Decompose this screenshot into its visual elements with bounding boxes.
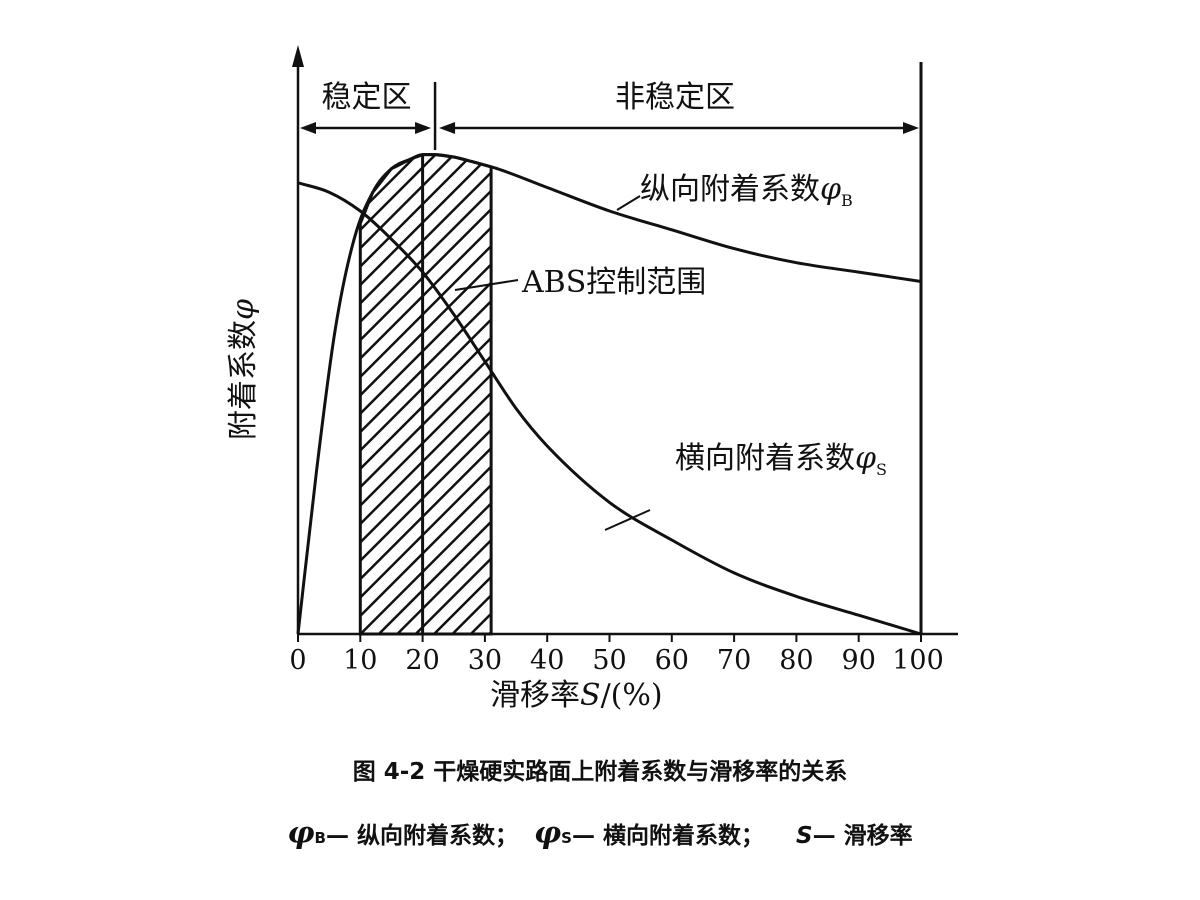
x-tick-label: 70 — [717, 645, 751, 676]
lateral-leader-line — [604, 509, 651, 531]
region-arrow-left — [439, 122, 456, 134]
x-tick-label: 50 — [592, 645, 626, 676]
abs-band-label: ABS控制范围 — [521, 265, 706, 300]
legend-s-text: — 横向附着系数； — [571, 823, 764, 849]
region-arrow-right — [903, 122, 919, 134]
region-arrow-right — [415, 122, 432, 134]
stable-region-label: 稳定区 — [322, 80, 412, 115]
longitudinal-leader-line — [616, 195, 641, 211]
lateral-adhesion-curve — [297, 181, 922, 636]
x-tick-label: 20 — [405, 645, 439, 676]
y-axis-arrow — [292, 45, 304, 67]
lateral-curve-label: 横向附着系数φS — [675, 441, 887, 479]
x-axis-title: 滑移率S/(%) — [490, 678, 663, 713]
legend-slip-text: — 滑移率 — [812, 823, 913, 849]
legend-b-text: — 纵向附着系数； — [325, 823, 518, 849]
longitudinal-adhesion-curve — [296, 153, 922, 635]
legend-phi-b: φ — [287, 816, 315, 851]
legend-slip-var: S — [796, 823, 813, 849]
longitudinal-curve-label: 纵向附着系数φB — [640, 172, 853, 210]
x-tick-label: 0 — [289, 645, 306, 676]
symbol-legend: φB— 纵向附着系数； φS— 横向附着系数； S— 滑移率 — [0, 816, 1200, 851]
legend-s-subscript: S — [561, 829, 572, 847]
x-tick-label: 100 — [892, 645, 944, 676]
region-arrow-left — [300, 122, 316, 134]
x-tick-label: 80 — [779, 645, 813, 676]
legend-b-subscript: B — [314, 829, 326, 847]
figure-caption: 图 4-2 干燥硬实路面上附着系数与滑移率的关系 — [352, 759, 848, 785]
x-tick-label: 40 — [530, 645, 564, 676]
abs-leader-line — [454, 279, 519, 291]
unstable-region-label: 非稳定区 — [615, 80, 735, 115]
legend-phi-s: φ — [534, 816, 562, 851]
adhesion-chart: 0 10 20 30 40 50 60 70 80 90 100 稳定区 非稳定区 纵向附着系数φB 横… — [226, 45, 958, 713]
x-tick-label: 30 — [468, 645, 502, 676]
y-axis-title: 附着系数φ — [226, 299, 261, 440]
x-tick-label: 90 — [842, 645, 876, 676]
x-tick-label: 10 — [343, 645, 377, 676]
x-tick-label: 60 — [655, 645, 689, 676]
